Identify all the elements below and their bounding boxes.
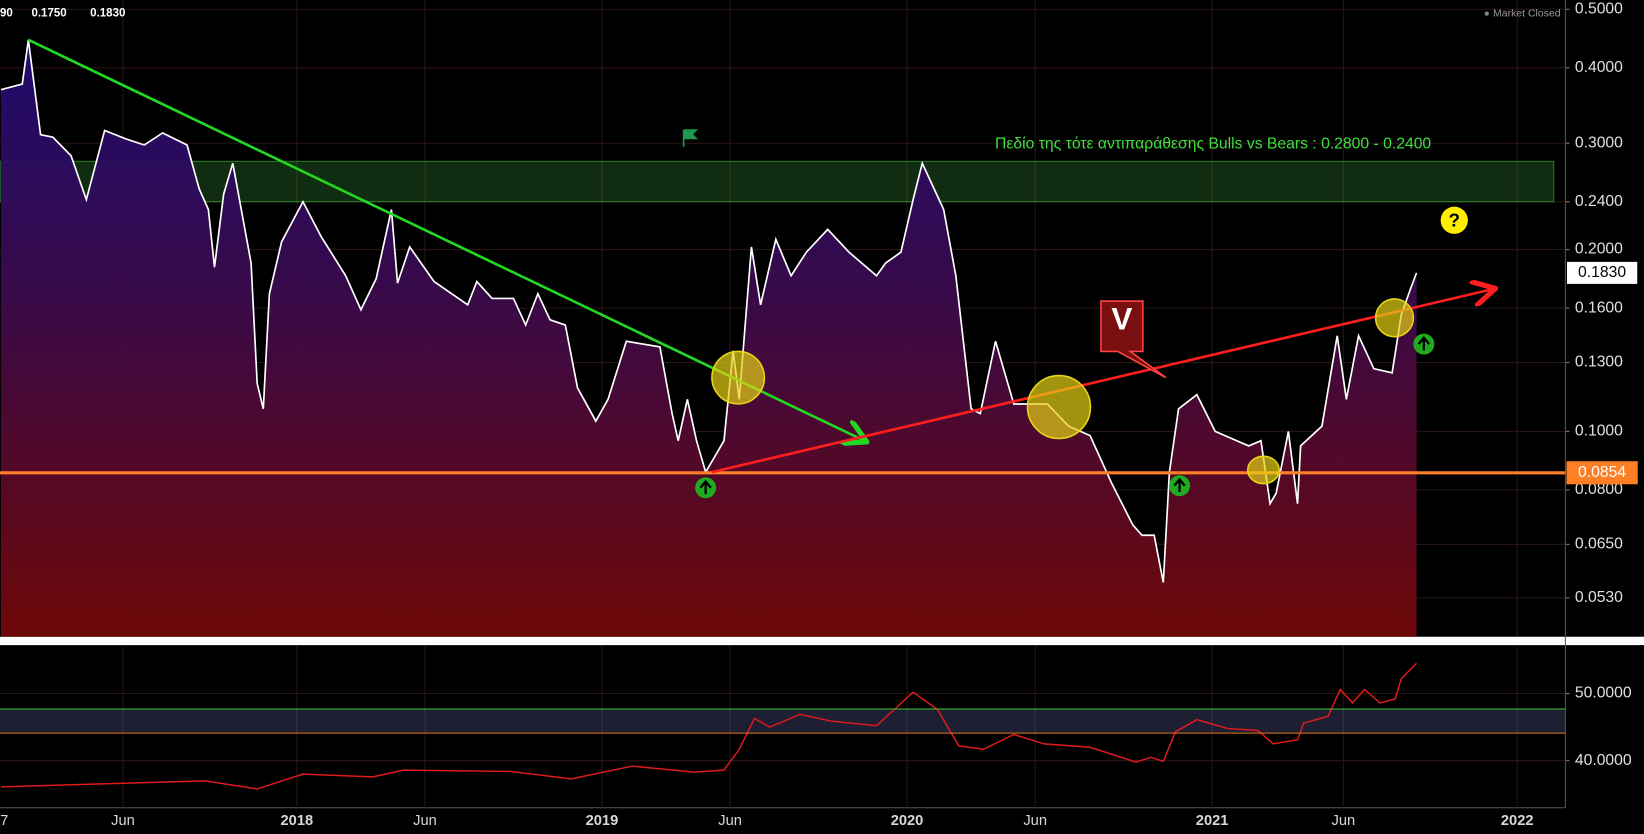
level-price-label: 0.0854 [1578, 464, 1626, 481]
y-tick-label: 0.2400 [1575, 193, 1623, 210]
price-area [0, 39, 1417, 637]
x-tick-label: 2019 [586, 813, 619, 829]
y-tick-label: 40.0000 [1575, 752, 1632, 769]
zone [0, 160, 1555, 203]
legend-value: 90 [0, 8, 13, 20]
highlight-circle [711, 350, 766, 405]
up-arrow [1417, 335, 1430, 351]
last-price-label: 0.1830 [1578, 264, 1626, 281]
y-tick-label: 0.4000 [1575, 59, 1623, 76]
x-tick-label: 2018 [281, 813, 314, 829]
question-label: ? [1449, 209, 1461, 230]
x-tick-label: Jun [111, 813, 135, 829]
x-tick-label: Jun [1331, 813, 1355, 829]
y-tick-label: 0.1000 [1575, 423, 1623, 440]
v-callout [1100, 300, 1167, 379]
y-tick-label: 0.1600 [1575, 299, 1623, 316]
y-tick-label: 0.0530 [1575, 589, 1623, 606]
x-tick-label: 7 [0, 813, 8, 829]
flag [682, 129, 699, 147]
up-arrow [1173, 477, 1186, 492]
y-tick-label: 0.1300 [1575, 354, 1623, 371]
level-price-box [1566, 461, 1638, 485]
zone-label: Πεδίο της τότε αντιπαράθεσης Bulls vs Be… [995, 136, 1431, 153]
status-label: Market Closed [1493, 8, 1561, 19]
legend-value: 0.1750 [31, 8, 66, 20]
y-tick-label: 0.3000 [1575, 134, 1623, 151]
x-tick-label: 2022 [1501, 813, 1534, 829]
x-tick-label: 2020 [891, 813, 924, 829]
up-arrow [699, 479, 712, 495]
trend-line [711, 289, 1493, 474]
y-tick-label: 50.0000 [1575, 685, 1632, 702]
panel-separator [0, 636, 1644, 646]
status-dot [1484, 11, 1489, 16]
x-tick-label: Jun [413, 813, 437, 829]
x-tick-label: Jun [718, 813, 742, 829]
x-tick-label: 2021 [1196, 813, 1229, 829]
last-price-box [1565, 260, 1639, 285]
price-line [0, 662, 1418, 790]
legend-value: 0.1830 [90, 8, 125, 20]
x-tick-label: Jun [1023, 813, 1047, 829]
highlight-circle [1374, 298, 1415, 338]
y-tick-label: 0.5000 [1575, 0, 1623, 17]
question-circle [1440, 206, 1468, 234]
price-line [0, 39, 1418, 583]
highlight-circle [1246, 455, 1280, 485]
highlight-circle [1026, 374, 1092, 440]
y-tick-label: 0.0800 [1575, 481, 1623, 498]
y-tick-label: 0.2000 [1575, 241, 1623, 258]
y-tick-label: 0.0650 [1575, 536, 1623, 553]
v-label: V [1111, 301, 1132, 336]
